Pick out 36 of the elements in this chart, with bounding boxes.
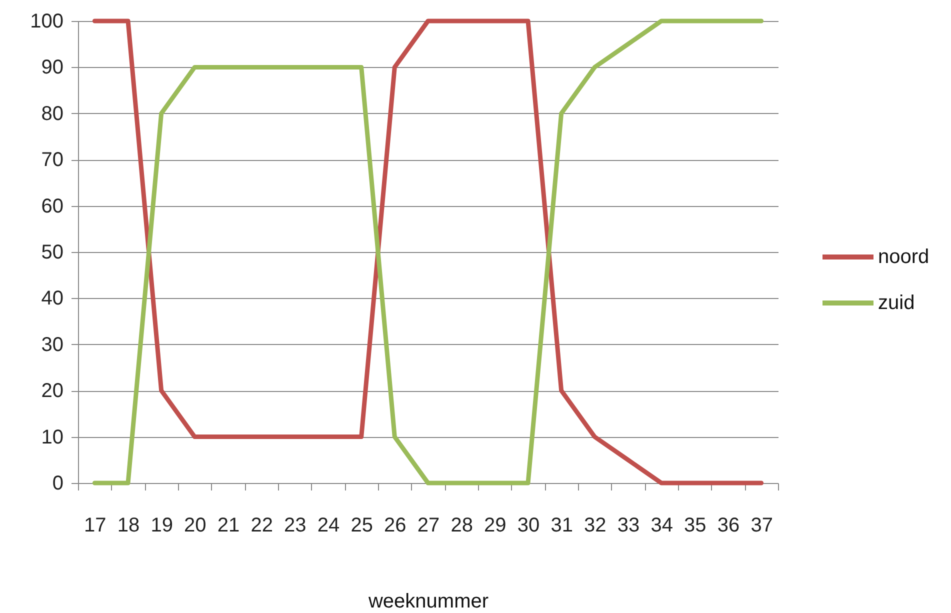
legend-label: zuid — [878, 292, 915, 314]
x-tick-label: 20 — [184, 514, 206, 536]
x-axis-title: weeknummer — [367, 590, 489, 612]
x-tick-label: 25 — [350, 514, 373, 536]
x-tick-label: 18 — [117, 514, 140, 536]
x-tick-label: 21 — [217, 514, 240, 536]
x-tick-label: 31 — [550, 514, 573, 536]
x-tick-label: 36 — [717, 514, 740, 536]
x-tick-label: 28 — [450, 514, 473, 536]
y-tick-label: 0 — [52, 472, 64, 494]
x-tick-label: 24 — [317, 514, 340, 536]
x-tick-label: 37 — [750, 514, 773, 536]
x-tick-label: 27 — [417, 514, 440, 536]
x-tick-label: 17 — [84, 514, 106, 536]
y-tick-label: 100 — [30, 10, 64, 32]
x-tick-label: 26 — [384, 514, 406, 536]
y-tick-label: 20 — [41, 380, 64, 402]
x-tick-label: 22 — [250, 514, 273, 536]
legend-label: noord — [878, 246, 930, 268]
line-series — [92, 18, 764, 486]
y-tick-label: 90 — [41, 56, 64, 79]
x-tick-label: 35 — [684, 514, 706, 536]
x-tick-label: 23 — [284, 514, 306, 536]
x-tick-label: 30 — [517, 514, 540, 536]
y-tick-label: 50 — [41, 242, 64, 264]
y-tick-label: 60 — [41, 195, 64, 218]
y-tick-label: 40 — [41, 288, 64, 310]
y-tick-label: 10 — [41, 426, 64, 448]
y-tick-label: 30 — [41, 334, 64, 356]
y-tick-label: 80 — [41, 102, 64, 125]
x-tick-label: 33 — [617, 514, 640, 536]
y-tick-label: 70 — [41, 149, 64, 172]
x-tick-label: 19 — [150, 514, 173, 536]
x-tick-label: 32 — [584, 514, 606, 536]
x-tick-label: 34 — [650, 514, 673, 536]
x-tick-label: 29 — [484, 514, 506, 536]
